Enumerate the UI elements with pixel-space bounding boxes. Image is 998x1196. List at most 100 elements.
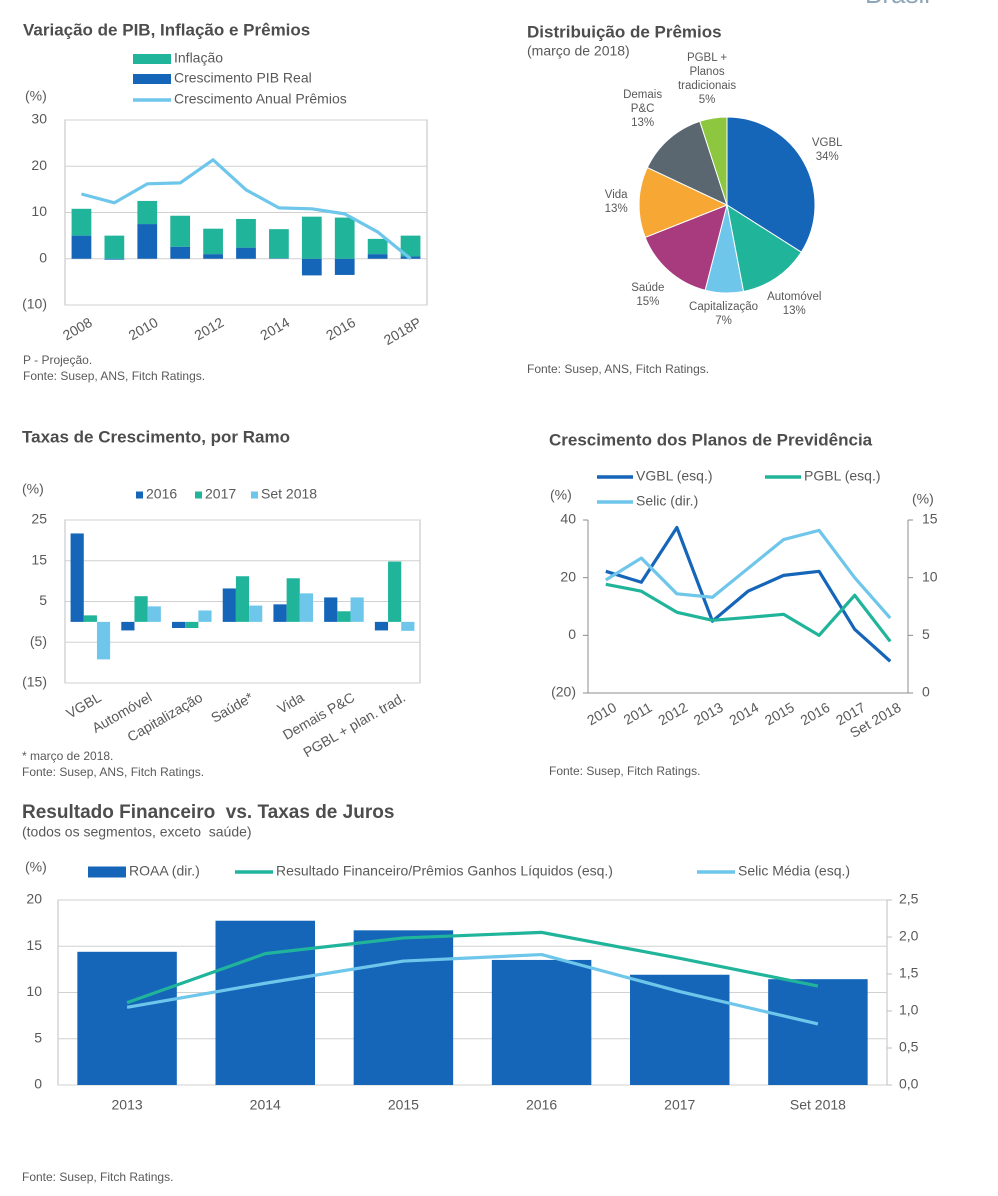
- pie-slice: [699, 116, 728, 206]
- value-label: 7%: [715, 315, 732, 328]
- y-tick-label: 15: [26, 937, 42, 953]
- x-tick-label: 2017: [664, 1097, 695, 1113]
- bar: [301, 258, 322, 276]
- y2-tick-label: 1,5: [899, 965, 919, 981]
- line: [126, 930, 819, 1005]
- bar: [401, 621, 415, 631]
- bar: [400, 235, 421, 257]
- category-label: VGBL: [811, 136, 843, 149]
- legend-label: ROAA (dir.): [129, 863, 200, 879]
- y-tick-label: 30: [31, 111, 47, 127]
- y-tick-label: 0: [568, 626, 576, 642]
- y-tick-label: 10: [26, 983, 42, 999]
- legend-label: VGBL (esq.): [636, 468, 713, 484]
- pie-label: Vida 13%: [576, 188, 656, 216]
- y-axis-label: (%): [22, 481, 44, 497]
- y-tick-label: 25: [31, 511, 47, 527]
- legend-label: Selic Média (esq.): [738, 863, 850, 879]
- bar: [71, 208, 92, 236]
- bar: [71, 235, 92, 259]
- chart-title: Distribuição de Prêmios: [527, 22, 722, 41]
- legend-label: Inflação: [174, 50, 223, 66]
- legend-label: Set 2018: [261, 486, 317, 502]
- bar: [301, 216, 322, 259]
- bar: [137, 200, 158, 225]
- y2-tick-label: 5: [922, 626, 930, 642]
- chart-subtitle: (todos os segmentos, exceto saúde): [22, 824, 252, 840]
- x-tick-label: 2008: [60, 314, 95, 344]
- value-label: 13%: [631, 117, 655, 130]
- legend-swatch: [88, 866, 126, 878]
- y-tick-label: 5: [34, 1029, 42, 1045]
- y2-tick-label: 0,5: [899, 1039, 919, 1055]
- x-tick-label: 2010: [584, 699, 619, 729]
- x-tick-label: 2014: [726, 699, 761, 729]
- bar: [215, 920, 315, 1085]
- bar: [249, 605, 263, 622]
- bar: [77, 951, 177, 1085]
- pie-slice: [726, 203, 802, 293]
- bar: [121, 621, 135, 631]
- note: P - Projeção.: [23, 353, 92, 367]
- legend-swatch: [133, 74, 171, 84]
- chart-title: Resultado Financeiro vs. Taxas de Juros: [22, 802, 394, 823]
- value-label: 34%: [815, 150, 839, 163]
- bar: [768, 979, 868, 1085]
- bar: [273, 604, 287, 622]
- bar: [236, 247, 256, 259]
- y2-tick-label: 15: [922, 511, 938, 527]
- y2-axis-label: (%): [912, 491, 934, 507]
- y2-tick-label: 0: [922, 684, 930, 700]
- bar: [222, 588, 236, 622]
- x-tick-label: 2016: [526, 1097, 557, 1113]
- x-tick-label: 2016: [797, 699, 832, 729]
- x-tick-label: 2013: [691, 699, 726, 729]
- bar: [299, 593, 313, 622]
- chart-subtitle: (março de 2018): [527, 43, 630, 59]
- chart-title: Taxas de Crescimento, por Ramo: [22, 427, 290, 446]
- bar: [104, 258, 125, 260]
- legend-label: Crescimento PIB Real: [174, 70, 312, 86]
- bar: [235, 576, 250, 622]
- header: Brasil: [865, 0, 930, 9]
- line: [604, 528, 892, 620]
- y-axis-label: (%): [25, 88, 47, 104]
- legend-label: Selic (dir.): [636, 493, 698, 509]
- x-tick-label: 2010: [126, 314, 161, 344]
- value-label: 13%: [604, 202, 628, 215]
- bar: [203, 254, 223, 259]
- legend-swatch: [136, 491, 143, 499]
- category-label: Vida: [604, 188, 628, 201]
- bar: [367, 254, 388, 259]
- value-label: 13%: [782, 304, 806, 317]
- pie-label: PGBL + Planos tradicionais 5%: [676, 51, 738, 107]
- bar: [147, 606, 161, 622]
- y-tick-label: 0: [34, 1076, 42, 1092]
- bar: [172, 621, 186, 628]
- category-label: PGBL + Planos tradicionais: [677, 51, 737, 92]
- x-tick-label: 2012: [655, 699, 690, 729]
- bar: [137, 224, 158, 259]
- value-label: 15%: [636, 295, 660, 308]
- category-label: Demais P&C: [623, 89, 663, 116]
- pie-slice: [646, 120, 728, 206]
- bar: [203, 228, 223, 255]
- x-tick-label: Vida: [275, 689, 307, 717]
- note: Fonte: Susep, Fitch Ratings.: [22, 1170, 173, 1184]
- bar: [324, 597, 338, 622]
- bar: [334, 217, 355, 259]
- y-axis-label: (%): [550, 487, 572, 503]
- bar: [337, 611, 351, 622]
- y2-tick-label: 2,5: [899, 891, 919, 907]
- y-tick-label: (20): [551, 684, 576, 700]
- pie-label: Saúde 15%: [608, 281, 688, 309]
- chart-title: Crescimento dos Planos de Previdência: [549, 430, 873, 449]
- x-tick-label: Saúde*: [208, 689, 256, 726]
- bar: [236, 218, 256, 248]
- note: Fonte: Susep, ANS, Fitch Ratings.: [22, 765, 204, 779]
- bar: [491, 959, 592, 1085]
- y-tick-label: 20: [26, 891, 42, 907]
- bar: [353, 930, 454, 1085]
- value-label: 5%: [698, 93, 716, 106]
- x-tick-label: 2018P: [381, 314, 424, 348]
